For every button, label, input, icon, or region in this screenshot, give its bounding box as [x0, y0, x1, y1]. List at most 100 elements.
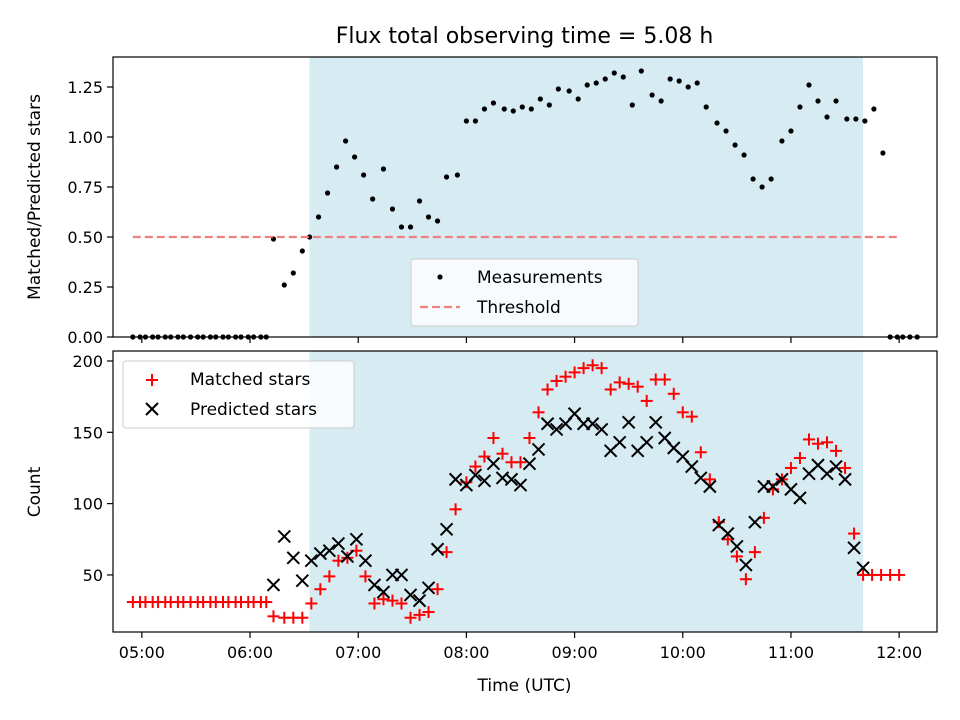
matched-stars-point: [514, 456, 527, 469]
x-tick-label: 07:00: [335, 643, 381, 662]
matched-stars-point: [848, 527, 861, 540]
matched-stars-point: [613, 376, 626, 389]
matched-stars-point: [449, 503, 462, 516]
measurements-point: [519, 104, 525, 110]
y-tick-label: 150: [72, 423, 103, 442]
measurements-point: [723, 128, 729, 134]
matched-stars-point: [640, 394, 653, 407]
predicted-stars-point: [412, 593, 427, 608]
predicted-stars-point: [367, 578, 382, 592]
bottom-legend: Matched stars Predicted stars: [122, 360, 355, 429]
measurements-point: [306, 234, 313, 240]
x-tick-label: 08:00: [443, 643, 489, 662]
measurements-point: [768, 176, 774, 182]
measurements-point: [324, 190, 331, 196]
y-tick-label: 1.25: [67, 78, 103, 97]
measurements-point: [649, 92, 655, 98]
measurements-point: [575, 96, 581, 102]
matched-stars-point: [496, 447, 509, 460]
predicted-stars-point: [439, 522, 454, 537]
measurements-point: [602, 76, 608, 82]
measurements-point: [398, 224, 405, 230]
top-panel: 0.00 0.25 0.50 0.75 1.00 1.25 Matched/Predict…: [25, 56, 938, 347]
bottom-plot-frame: [112, 350, 938, 633]
matched-stars-point: [595, 362, 608, 375]
y-tick-label: 1.00: [67, 128, 103, 147]
measurements-point: [510, 108, 516, 114]
measurements-point: [434, 218, 441, 224]
measurements-point: [797, 104, 803, 110]
measurements-point: [407, 224, 414, 230]
measurements-point: [290, 270, 296, 276]
predicted-stars-point: [549, 422, 564, 437]
matched-stars-point: [802, 433, 815, 446]
measurements-point: [490, 100, 497, 106]
matched-stars-point: [487, 432, 500, 445]
measurements-point: [620, 74, 626, 80]
matched-stars-point: [341, 551, 354, 564]
matched-stars-point: [685, 410, 698, 423]
measurements-point: [703, 104, 709, 110]
matched-stars-point: [305, 597, 318, 610]
predicted-stars-point: [477, 474, 492, 488]
matched-stars-point: [559, 370, 572, 383]
measurements-point: [352, 154, 358, 160]
predicted-stars-point: [448, 472, 463, 487]
top-legend: Measurements Threshold: [410, 258, 639, 327]
measurements-point: [844, 116, 850, 122]
measurements-point: [788, 128, 794, 134]
measurements-point: [871, 106, 877, 112]
measurements-point: [779, 138, 785, 144]
y-tick-label: 0.50: [67, 228, 103, 247]
predicted-stars-point: [468, 468, 483, 482]
measurements-point: [501, 106, 507, 112]
matched-stars-point: [703, 473, 716, 486]
chart-title: Flux total observing time = 5.08 h: [336, 24, 714, 49]
measurements-point: [361, 172, 367, 178]
measurements-point: [759, 184, 765, 190]
predicted-stars-point: [421, 581, 436, 595]
predicted-stars-point: [531, 442, 546, 457]
predicted-stars-point: [540, 417, 555, 431]
measurements-point: [629, 102, 635, 108]
predicted-stars-point: [295, 573, 310, 588]
matched-stars-point: [586, 359, 599, 372]
y-tick-label: 100: [72, 495, 103, 514]
legend-predicted-label: Predicted stars: [190, 400, 317, 420]
legend-matched-marker: [146, 374, 158, 386]
matched-stars-point: [811, 437, 824, 450]
predicted-stars-point: [730, 539, 744, 554]
matched-stars-point: [523, 432, 536, 445]
matched-stars-point: [658, 373, 671, 386]
matched-stars-point: [469, 460, 482, 473]
matched-stars-point: [739, 573, 752, 586]
measurements-point: [593, 80, 599, 86]
legend-measurements-label: Measurements: [477, 268, 603, 288]
matched-stars-point: [404, 611, 417, 624]
x-tick-label: 10:00: [660, 643, 706, 662]
predicted-stars-point: [313, 546, 328, 561]
matched-stars-point: [368, 597, 381, 610]
matched-stars-point: [748, 546, 761, 559]
measurements-point: [443, 174, 450, 180]
top-plot-frame: [112, 56, 938, 338]
x-tick-label: 12:00: [876, 643, 922, 662]
measurements-point: [714, 120, 720, 126]
top-y-axis-label: Matched/Predicted stars: [25, 94, 45, 300]
measurements-point: [824, 114, 830, 120]
matched-stars-point: [631, 380, 644, 393]
measurements-point: [815, 98, 821, 104]
predicted-stars-point: [685, 459, 699, 474]
predicted-stars-point: [504, 472, 519, 487]
predicted-stars-point: [612, 435, 627, 449]
matched-stars-point: [431, 583, 444, 596]
matched-stars-point: [422, 606, 435, 619]
predicted-stars-point: [522, 456, 537, 471]
matched-stars-point: [676, 406, 689, 419]
measurements-point: [685, 84, 691, 90]
measurements-point: [584, 82, 590, 88]
bottom-legend-box: [122, 360, 355, 429]
legend-threshold-label: Threshold: [476, 298, 561, 318]
predicted-stars-point: [358, 553, 373, 568]
